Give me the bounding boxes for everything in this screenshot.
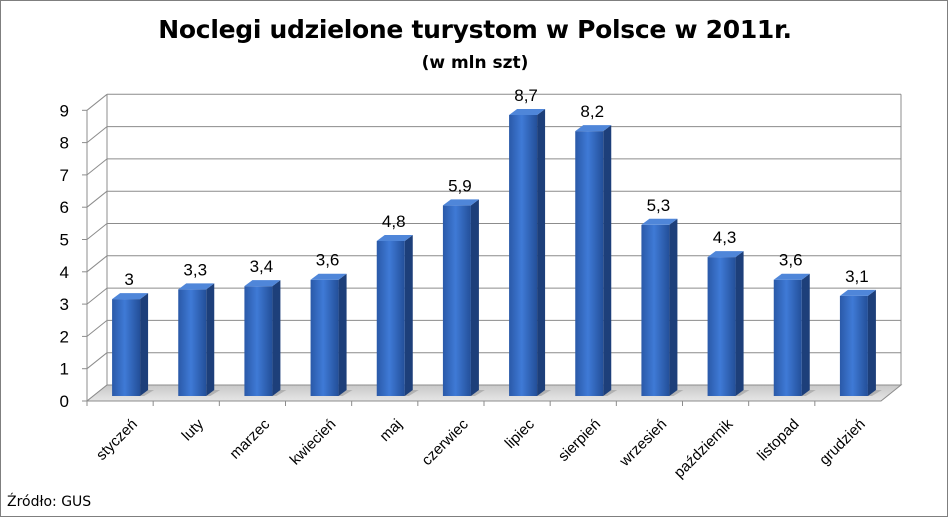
x-tick-label: grudzień bbox=[816, 416, 869, 469]
y-tick-label: 7 bbox=[60, 166, 69, 185]
x-tick-label: marzec bbox=[226, 415, 273, 462]
x-tick-label: kwiecień bbox=[287, 416, 340, 469]
data-label: 4,8 bbox=[382, 212, 406, 231]
bar bbox=[112, 299, 141, 396]
y-tick-label: 1 bbox=[60, 360, 69, 379]
x-tick-label: czerwiec bbox=[418, 415, 472, 469]
y-tick-label: 3 bbox=[60, 295, 69, 314]
bar-top bbox=[641, 218, 678, 225]
bar bbox=[376, 240, 405, 396]
y-tick-label: 8 bbox=[60, 134, 69, 153]
bar bbox=[178, 289, 207, 396]
bar-side bbox=[404, 234, 413, 396]
side-gridline bbox=[86, 320, 108, 337]
data-label: 3,4 bbox=[250, 257, 274, 276]
bar-top bbox=[839, 289, 876, 296]
side-gridline bbox=[86, 223, 108, 240]
data-label: 3,6 bbox=[779, 251, 803, 270]
side-gridline bbox=[86, 352, 108, 370]
side-gridline bbox=[86, 93, 108, 111]
y-tick-label: 0 bbox=[60, 392, 69, 411]
side-gridline bbox=[86, 126, 108, 143]
data-label: 5,9 bbox=[448, 176, 472, 195]
y-tick-label: 2 bbox=[60, 327, 69, 346]
bar-side bbox=[206, 283, 215, 396]
bar-side bbox=[669, 218, 678, 396]
bar-top bbox=[310, 273, 347, 280]
x-tick-label: listopad bbox=[754, 416, 803, 465]
bar bbox=[773, 279, 802, 396]
bar-top bbox=[773, 273, 810, 280]
data-label: 3,1 bbox=[845, 267, 869, 286]
bar bbox=[509, 114, 538, 397]
bar bbox=[575, 131, 604, 396]
data-label: 8,7 bbox=[514, 86, 538, 105]
data-label: 5,3 bbox=[647, 196, 671, 215]
source-note: Źródło: GUS bbox=[7, 494, 92, 510]
bar-side bbox=[272, 280, 281, 396]
y-tick-label: 6 bbox=[60, 198, 69, 217]
side-gridline bbox=[86, 287, 108, 305]
bar-side bbox=[867, 289, 876, 396]
bar bbox=[707, 257, 736, 396]
y-tick-label: 4 bbox=[60, 263, 69, 282]
bar-top bbox=[376, 234, 413, 241]
bar-top bbox=[112, 293, 149, 300]
data-label: 3,3 bbox=[183, 260, 207, 279]
bar-side bbox=[338, 273, 347, 396]
chart-subtitle: (w mln szt) bbox=[421, 53, 529, 73]
y-tick-label: 9 bbox=[60, 101, 69, 120]
data-label: 3 bbox=[124, 270, 133, 289]
bar-side bbox=[140, 293, 149, 396]
side-gridline bbox=[86, 158, 108, 176]
bar-top bbox=[575, 125, 612, 132]
x-tick-label: lipiec bbox=[502, 415, 539, 452]
bar bbox=[310, 279, 339, 396]
bar-side bbox=[537, 108, 546, 397]
bar-top bbox=[442, 199, 479, 206]
x-tick-label: luty bbox=[179, 415, 208, 444]
bar-top bbox=[244, 280, 281, 287]
bar-top bbox=[178, 283, 215, 290]
data-label: 3,6 bbox=[316, 251, 340, 270]
bar bbox=[442, 205, 471, 396]
bar-side bbox=[801, 273, 810, 396]
x-tick-label: wrzesień bbox=[616, 416, 671, 471]
y-tick-label: 5 bbox=[60, 231, 69, 250]
x-tick-label: maj bbox=[376, 416, 405, 445]
x-tick-label: styczeń bbox=[93, 416, 141, 464]
bar-top bbox=[509, 108, 546, 115]
chart-title: Noclegi udzielone turystom w Polsce w 20… bbox=[158, 15, 792, 44]
side-gridline bbox=[86, 190, 108, 208]
bar bbox=[839, 295, 868, 396]
bar-side bbox=[470, 199, 479, 396]
x-tick-label: październik bbox=[671, 415, 737, 481]
bar-top bbox=[707, 251, 744, 258]
bar bbox=[244, 286, 273, 396]
x-tick-label: sierpień bbox=[555, 416, 604, 465]
bar-side bbox=[603, 125, 612, 396]
data-label: 8,2 bbox=[580, 102, 604, 121]
bar-side bbox=[735, 251, 744, 396]
side-gridline bbox=[86, 255, 108, 273]
bar bbox=[641, 224, 670, 396]
data-label: 4,3 bbox=[713, 228, 737, 247]
